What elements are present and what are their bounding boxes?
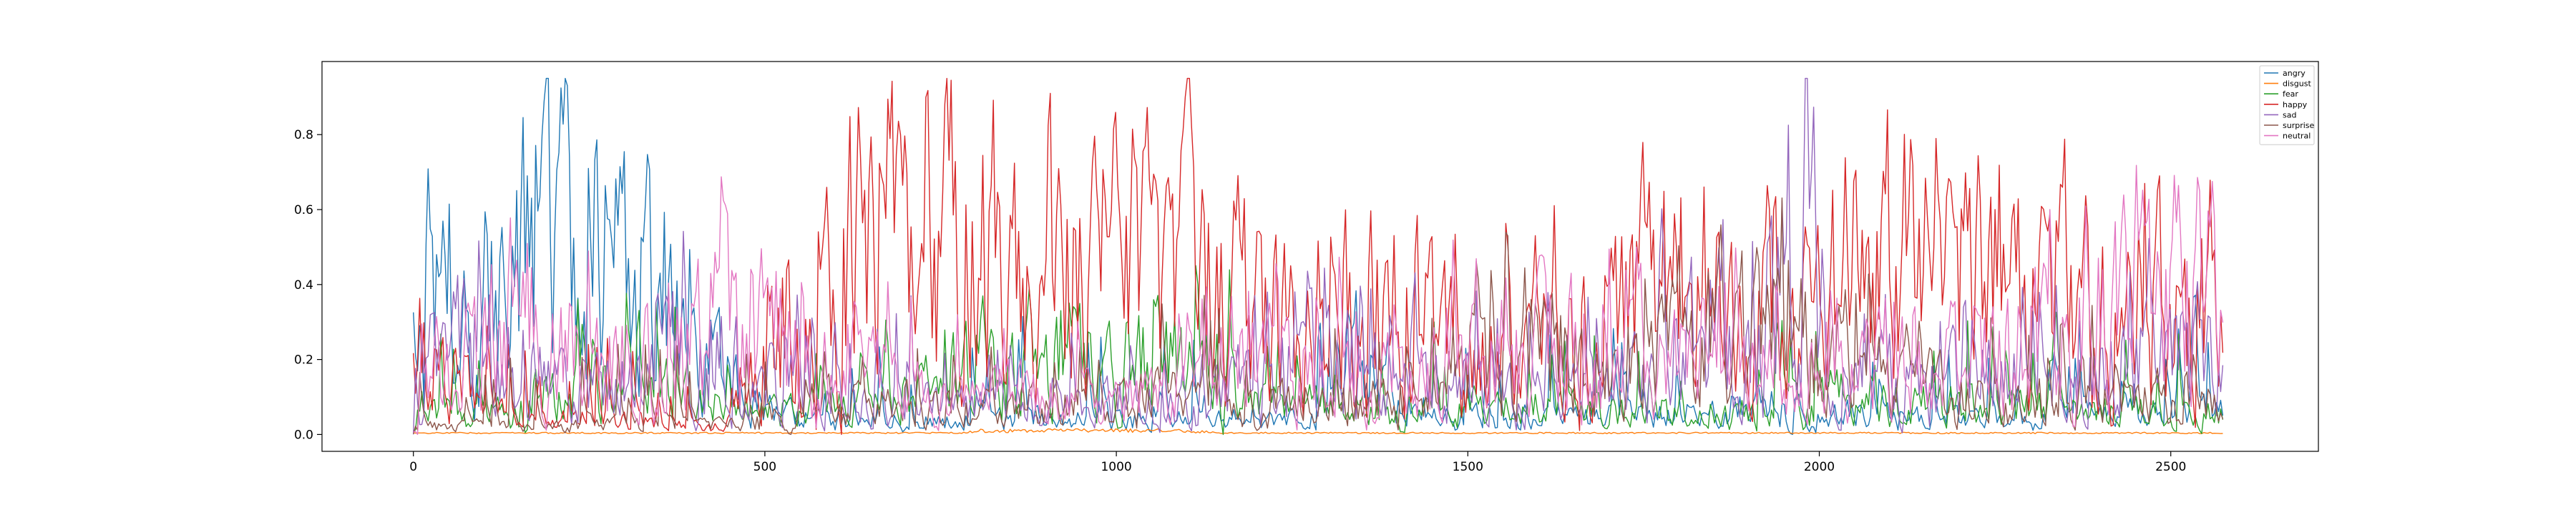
legend-label-sad: sad	[2283, 110, 2296, 119]
series-line-happy	[413, 77, 2224, 436]
series-line-disgust	[413, 428, 2223, 435]
series-line-surprise	[413, 197, 2224, 436]
x-tick-label: 1500	[1453, 460, 1483, 474]
y-tick-label: 0.0	[294, 428, 313, 442]
series-line-neutral	[413, 165, 2224, 436]
y-tick-label: 0.4	[294, 278, 313, 293]
legend-label-fear: fear	[2283, 89, 2298, 99]
y-tick-label: 0.6	[294, 203, 313, 217]
x-tick-label: 1000	[1101, 460, 1131, 474]
y-tick-label: 0.8	[294, 128, 313, 142]
x-tick-label: 0	[409, 460, 417, 474]
y-tick-label: 0.2	[294, 353, 313, 368]
legend-label-neutral: neutral	[2283, 132, 2311, 141]
x-tick-label: 500	[753, 460, 776, 474]
legend-label-surprise: surprise	[2283, 121, 2315, 130]
series-line-sad	[413, 77, 2224, 435]
legend-label-happy: happy	[2283, 100, 2308, 109]
x-tick-label: 2000	[1804, 460, 1835, 474]
legend-label-angry: angry	[2283, 69, 2306, 78]
series-layer	[413, 77, 2224, 436]
x-tick-label: 2500	[2155, 460, 2186, 474]
plot-frame	[321, 61, 2319, 452]
y-axis: 0.0 0.2 0.4 0.6 0.8	[294, 128, 322, 442]
legend-label-disgust: disgust	[2283, 79, 2311, 89]
series-line-angry	[413, 77, 2224, 436]
x-axis: 0 500 1000 1500 2000 2500	[409, 451, 2186, 474]
plot-area	[322, 62, 2318, 451]
